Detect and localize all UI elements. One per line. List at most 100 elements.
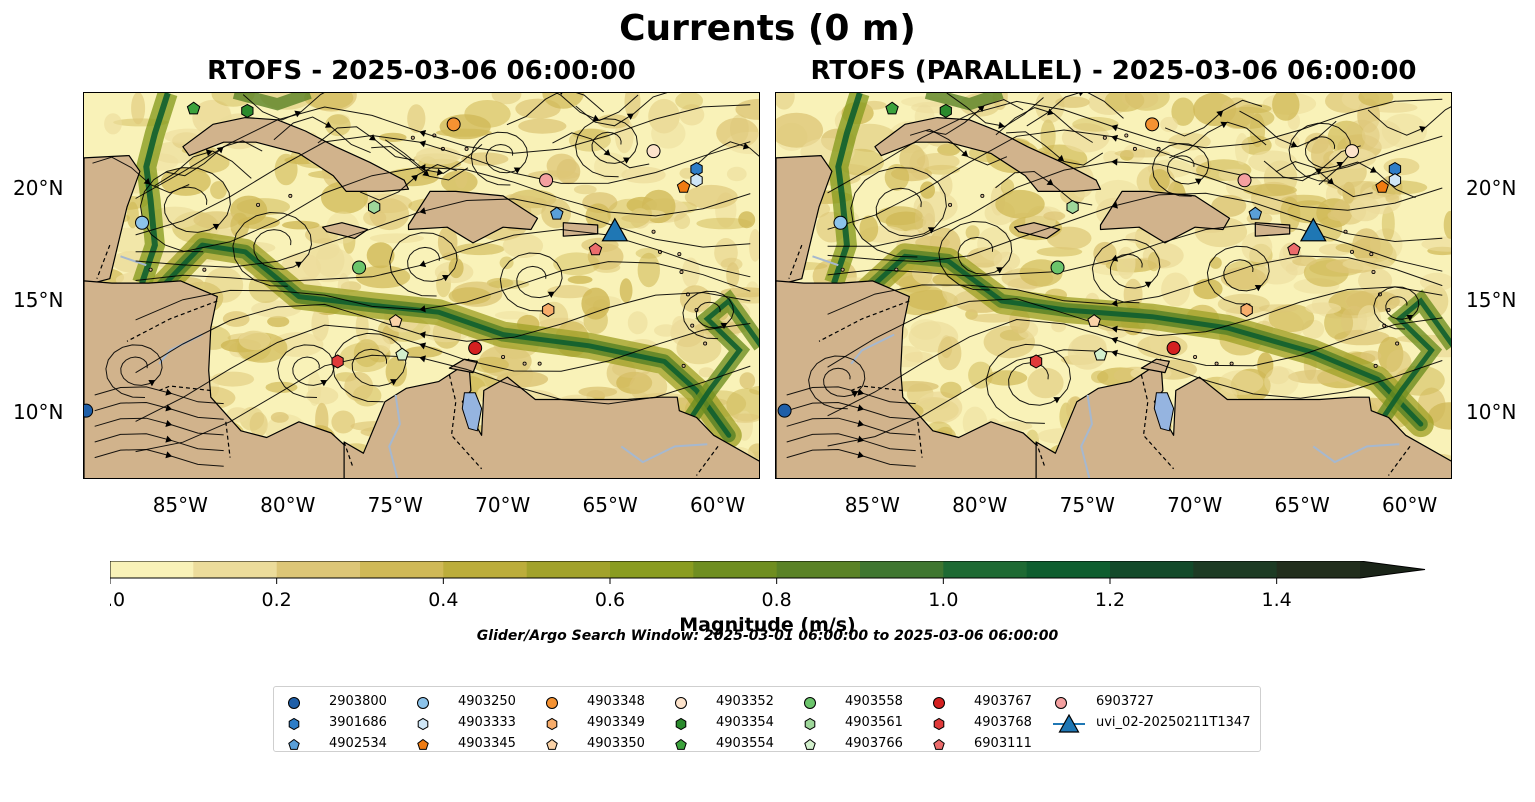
legend-circle-icon [417, 697, 429, 709]
colorbar-segment [443, 561, 528, 578]
marker-4903350 [1087, 314, 1101, 327]
marker-4903558 [352, 260, 367, 275]
y-tick-label: 20°N [13, 176, 64, 201]
figure-title: Currents (0 m) [619, 8, 916, 49]
legend-marker-icon [288, 717, 300, 731]
legend-label: uvi_02-20250211T1347 [1096, 715, 1251, 730]
marker-6903727 [1237, 173, 1252, 188]
marker-4903250 [833, 215, 848, 230]
legend-triangle-icon [1058, 714, 1080, 733]
marker-4903348 [1145, 117, 1160, 132]
marker-4903354 [939, 103, 952, 118]
colorbar-tick-label: 0.6 [595, 589, 625, 611]
marker-4903333 [690, 173, 703, 188]
colorbar-segment [360, 561, 444, 578]
marker-4902534 [550, 206, 564, 220]
marker-4903354 [241, 103, 254, 118]
legend-hexagon-icon [804, 717, 816, 731]
marker-4903349 [1240, 302, 1253, 318]
colorbar-tick-label: 1.4 [1262, 589, 1292, 611]
river [388, 394, 401, 478]
country-border [448, 374, 483, 470]
legend-circle-icon [675, 697, 687, 709]
colorbar-tick-label: 0.2 [262, 589, 292, 611]
x-tick-label: 70°W [1167, 493, 1223, 517]
legend-marker-icon [675, 717, 687, 731]
land-guajira [448, 358, 478, 374]
legend: 2903800 3901686 4902534 4903250 4903333 49033… [273, 686, 1261, 752]
colorbar-segment [193, 561, 278, 578]
legend-marker-icon [1053, 714, 1085, 733]
land-polygons [776, 117, 1451, 478]
legend-label: 4903352 [716, 694, 774, 709]
marker-4903768 [331, 354, 344, 369]
colorbar-segment [1026, 561, 1111, 578]
legend-circle-icon [288, 697, 300, 709]
land-puertorico [1254, 222, 1291, 237]
legend-label: 4903561 [845, 715, 903, 730]
legend-label: 4903354 [716, 715, 774, 730]
x-tick-label: 80°W [260, 493, 316, 517]
legend-marker-icon [675, 738, 687, 750]
colorbar-tick-label: 0.8 [762, 589, 792, 611]
marker-4902534 [1248, 206, 1263, 220]
streamlines [92, 93, 759, 467]
marker-4903333 [1388, 173, 1402, 188]
marker-2903800 [777, 403, 792, 418]
legend-label: 4903350 [587, 736, 645, 751]
x-tick-label: 60°W [690, 493, 746, 517]
country-border [788, 244, 803, 279]
colorbar-extension [1360, 561, 1425, 578]
marker-6903727 [539, 173, 554, 188]
legend-label: 4903345 [458, 736, 516, 751]
legend-marker-icon [546, 738, 558, 750]
river [812, 255, 839, 267]
legend-pentagon-icon [804, 738, 816, 750]
marker-4903561 [368, 200, 381, 215]
marker-4903348 [446, 117, 461, 132]
country-border [1140, 374, 1175, 470]
river [1312, 443, 1400, 464]
legend-hexagon-icon [417, 717, 429, 731]
land-jamaica [322, 222, 369, 239]
legend-marker-icon [933, 697, 945, 709]
colorbar-segment [776, 561, 861, 578]
marker-4903767 [468, 341, 483, 356]
legend-label: 4903348 [587, 694, 645, 709]
x-tick-label: 60°W [1382, 493, 1438, 517]
right-map-panel [775, 92, 1452, 479]
y-tick-label: 20°N [1466, 176, 1517, 201]
colorbar-segment [693, 561, 778, 578]
legend-label: 4903767 [974, 694, 1032, 709]
colorbar: 0.0 0.2 0.4 0.6 0.8 1.0 1.2 1.4 [95, 560, 1430, 625]
colorbar-svg: 0.0 0.2 0.4 0.6 0.8 1.0 1.2 1.4 [95, 560, 1426, 611]
colorbar-segment [526, 561, 611, 578]
x-tick-label: 80°W [952, 493, 1008, 517]
marker-4903352 [1344, 144, 1359, 159]
colorbar-segment [1193, 561, 1278, 578]
legend-marker-icon [288, 697, 300, 709]
legend-label: 4902534 [329, 736, 387, 751]
marker-uvi_02-20250211T1347 [601, 217, 629, 242]
legend-hexagon-icon [288, 717, 300, 731]
marker-6903111 [1287, 242, 1301, 256]
river [120, 255, 147, 267]
colorbar-segment [1276, 561, 1361, 578]
country-border [1388, 446, 1411, 476]
marker-4903250 [135, 215, 150, 230]
y-tick-label: 15°N [13, 288, 64, 313]
legend-label: 6903727 [1096, 694, 1154, 709]
legend-hexagon-icon [546, 717, 558, 731]
legend-marker-icon [1055, 697, 1067, 709]
marker-2903800 [84, 403, 94, 418]
legend-circle-icon [546, 697, 558, 709]
y-tick-label: 15°N [1466, 288, 1517, 313]
legend-marker-icon [933, 738, 945, 750]
marker-4903766 [1093, 347, 1108, 361]
legend-pentagon-icon [933, 738, 945, 750]
legend-circle-icon [1055, 697, 1067, 709]
marker-4903350 [388, 314, 403, 327]
legend-label: 6903111 [974, 736, 1032, 751]
legend-marker-icon [546, 717, 558, 731]
legend-label: 4903250 [458, 694, 516, 709]
